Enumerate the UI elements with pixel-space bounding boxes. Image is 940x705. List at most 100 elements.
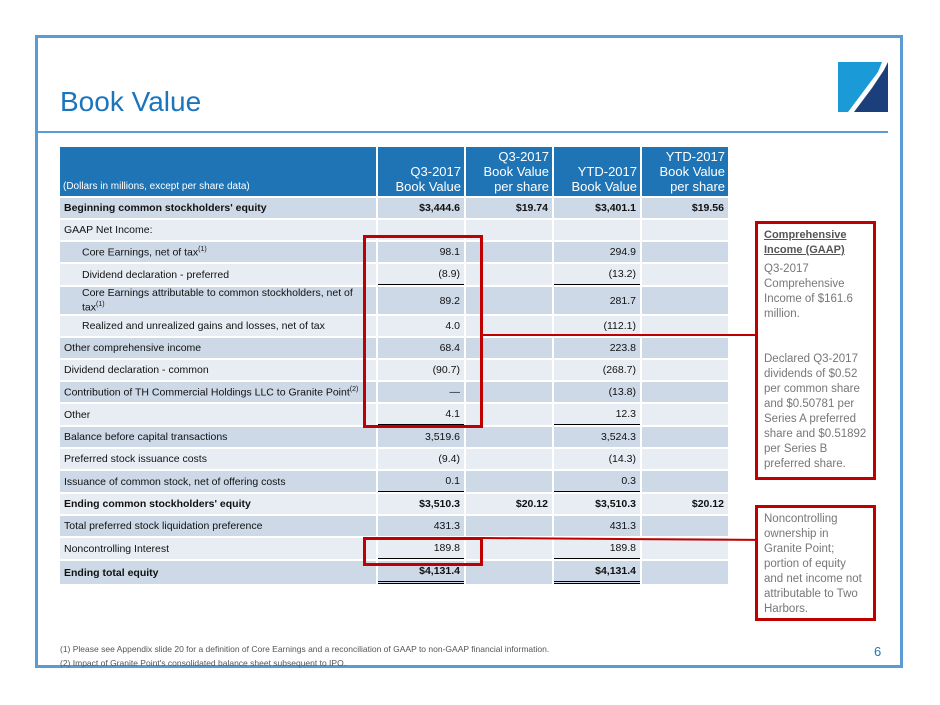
cell-value: (90.7) [378,360,464,380]
callout-text: Q3-2017 Comprehensive Income of $161.6 m… [764,263,853,320]
cell-value [466,404,552,425]
cell-value [642,360,728,380]
cell-value: (112.1) [554,316,640,336]
row-label-text: Ending common stockholders' equity [64,498,251,510]
title-divider [38,131,888,133]
table-row: Ending total equity $4,131.4 $4,131.4 [60,561,728,584]
header-ytd-bvps: YTD-2017 Book Value per share [642,147,728,196]
highlight-box-comprehensive [363,235,483,428]
cell-value: $3,510.3 [554,494,640,514]
cell-value [642,338,728,358]
row-label-text: Issuance of common stock, net of offerin… [64,475,286,488]
table-row: Total preferred stock liquidation prefer… [60,516,728,536]
cell-value [466,538,552,559]
cell-value [466,382,552,402]
row-label-text: Balance before capital transactions [64,431,228,443]
footnote-ref: (1) [96,301,105,309]
row-label: Dividend declaration - preferred [60,264,376,285]
cell-value [466,427,552,447]
table-header: (Dollars in millions, except per share d… [60,147,728,196]
row-label-text: Beginning common stockholders' equity [64,202,267,214]
cell-value [642,427,728,447]
table-row: Contribution of TH Commercial Holdings L… [60,382,728,402]
cell-value [642,449,728,469]
footnote: (1) Please see Appendix slide 20 for a d… [60,644,550,654]
row-label: Ending common stockholders' equity [60,494,376,514]
book-value-table: (Dollars in millions, except per share d… [58,145,730,586]
cell-value [642,220,728,240]
cell-value [642,287,728,314]
table-row: Beginning common stockholders' equity $3,… [60,198,728,218]
cell-value: $20.12 [466,494,552,514]
cell-value: (13.2) [554,264,640,285]
table-row: Noncontrolling Interest 189.8 189.8 [60,538,728,559]
cell-value: $3,444.6 [378,198,464,218]
row-label-text: Preferred stock issuance costs [64,453,207,465]
table-row: Core Earnings attributable to common sto… [60,287,728,314]
cell-value: $19.56 [642,198,728,218]
cell-value [642,382,728,402]
table-row: Core Earnings, net of tax(1) 98.1 294.9 [60,242,728,262]
cell-value: 189.8 [554,538,640,559]
row-label-text: Dividend declaration - preferred [82,268,230,281]
table-row: Realized and unrealized gains and losses… [60,316,728,336]
footnote-ref: (1) [198,245,207,253]
cell-value: 3,524.3 [554,427,640,447]
header-units: (Dollars in millions, except per share d… [60,147,376,196]
cell-value: 431.3 [378,516,464,536]
row-label: Realized and unrealized gains and losses… [60,316,376,336]
cell-value: 431.3 [554,516,640,536]
callout-heading: Comprehensive Income (GAAP) [764,229,847,256]
cell-value [642,316,728,336]
cell-value [466,316,552,336]
cell-value: 68.4 [378,338,464,358]
cell-value [466,449,552,469]
callout-comprehensive-income: Comprehensive Income (GAAP) Q3-2017 Comp… [755,221,876,480]
row-label: GAAP Net Income: [60,220,376,240]
row-label: Ending total equity [60,561,376,584]
cell-value: 4.1 [378,404,464,425]
slide-frame [35,35,903,668]
cell-value: (268.7) [554,360,640,380]
row-label: Other comprehensive income [60,338,376,358]
cell-value [554,220,640,240]
table-row: Preferred stock issuance costs (9.4) (14.3… [60,449,728,469]
row-label: Contribution of TH Commercial Holdings L… [60,382,376,402]
table-row: Other 4.1 12.3 [60,404,728,425]
highlight-box-noncontrolling [363,537,483,566]
header-q3-bv: Q3-2017 Book Value [378,147,464,196]
cell-value: (14.3) [554,449,640,469]
cell-value: $20.12 [642,494,728,514]
table-row: Other comprehensive income 68.4 223.8 [60,338,728,358]
row-label-text: Ending total equity [64,566,159,579]
cell-value: 281.7 [554,287,640,314]
cell-value [642,404,728,425]
cell-value [466,471,552,492]
row-label-text: GAAP Net Income: [64,224,153,236]
row-label-text: Contribution of TH Commercial Holdings L… [64,386,350,399]
cell-value: $4,131.4 [378,561,464,584]
cell-value: 3,519.6 [378,427,464,447]
cell-value [642,471,728,492]
connector-line [482,334,756,336]
cell-value: 89.2 [378,287,464,314]
cell-value: — [378,382,464,402]
cell-value [642,561,728,584]
row-label: Issuance of common stock, net of offerin… [60,471,376,492]
row-label-text: Realized and unrealized gains and losses… [82,320,325,332]
table-row: Issuance of common stock, net of offerin… [60,471,728,492]
table-row: Balance before capital transactions 3,519… [60,427,728,447]
row-label-text: Total preferred stock liquidation prefer… [64,520,263,532]
cell-value: 0.1 [378,471,464,492]
cell-value [642,264,728,285]
cell-value: 4.0 [378,316,464,336]
cell-value [466,338,552,358]
row-label-text: Noncontrolling Interest [64,542,170,555]
cell-value [466,220,552,240]
footnote-ref: (2) [349,385,359,393]
row-label: Preferred stock issuance costs [60,449,376,469]
cell-value [466,516,552,536]
header-ytd-bv: YTD-2017 Book Value [554,147,640,196]
table-row: Dividend declaration - preferred (8.9) (13… [60,264,728,285]
